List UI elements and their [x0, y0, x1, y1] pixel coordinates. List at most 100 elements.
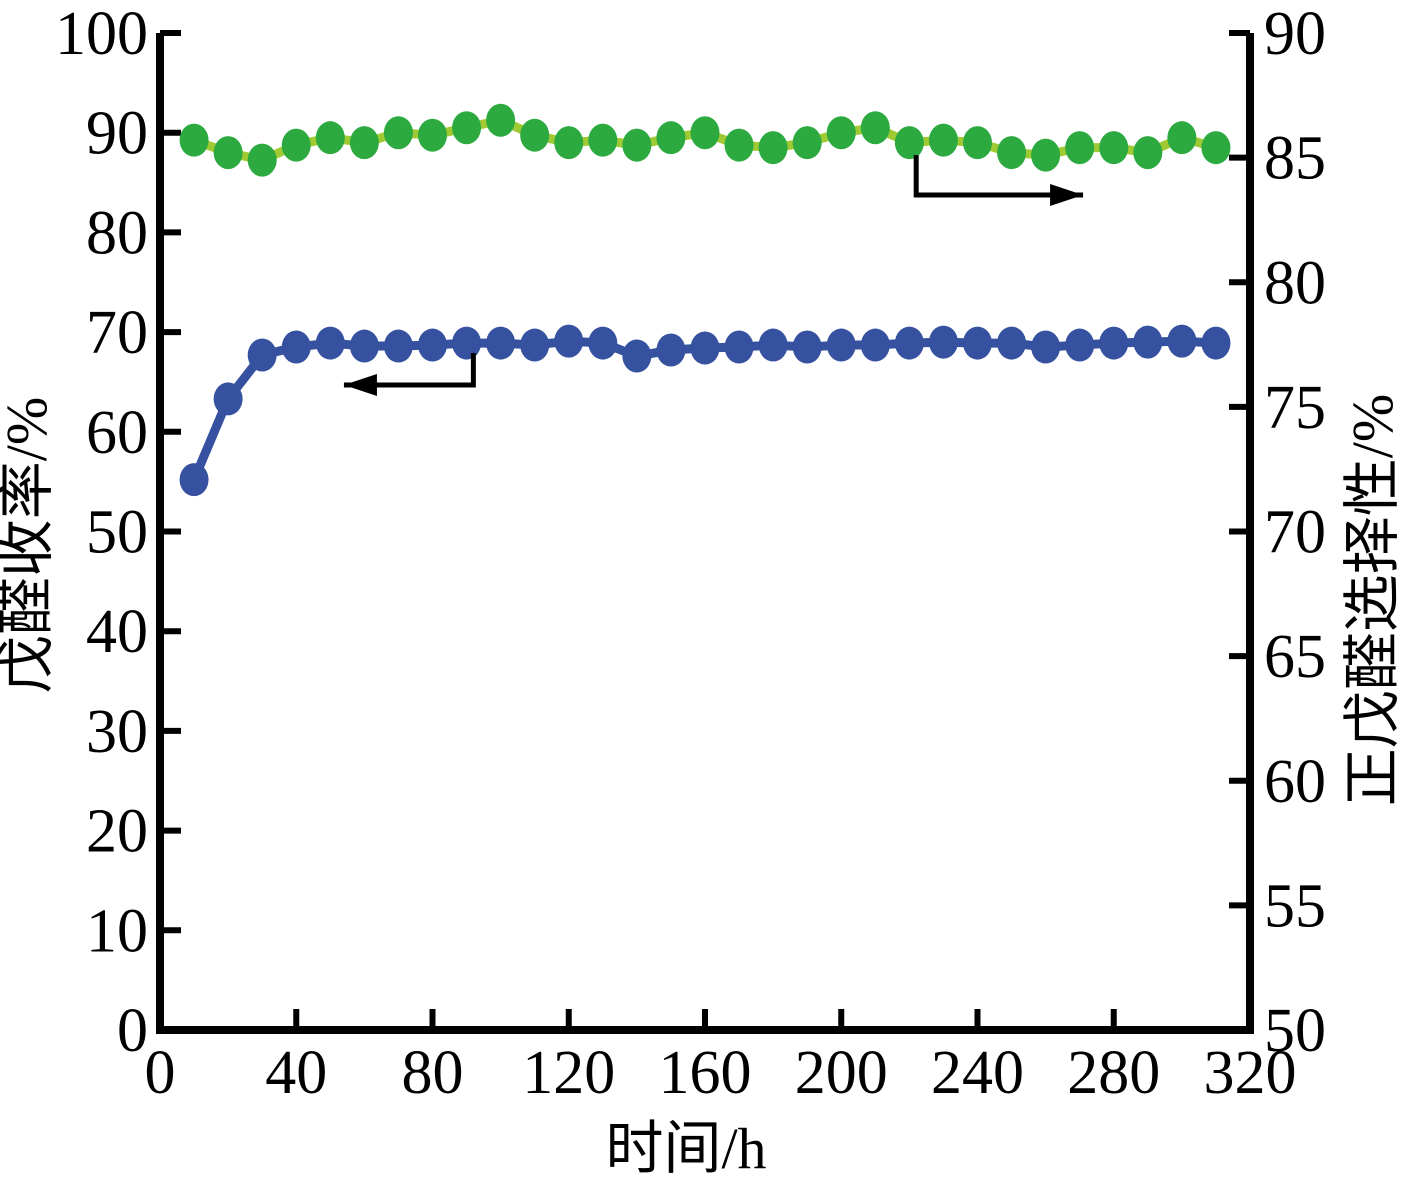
戊醛收率-data-point [1133, 325, 1163, 359]
戊醛收率-data-point [1065, 328, 1095, 362]
selectivity-right-axis-arrow-line [913, 155, 1084, 198]
正戊醛选择性-data-point [349, 126, 379, 160]
戊醛收率-data-point [724, 330, 754, 364]
axes-spines [156, 33, 1254, 1034]
戊醛收率-data-point [997, 326, 1027, 360]
x-tick-label: 240 [931, 1039, 1024, 1107]
axis-spine [156, 33, 1254, 1034]
正戊醛选择性-data-point [860, 111, 890, 145]
right-y-tick-label: 60 [1264, 748, 1326, 816]
戊醛收率-data-point [622, 339, 652, 373]
戊醛收率-data-point [452, 326, 482, 360]
正戊醛选择性-data-point [826, 116, 856, 150]
right-y-tick-label: 85 [1264, 125, 1326, 193]
正戊醛选择性-data-point [247, 143, 277, 177]
正戊醛选择性-data-point [1167, 121, 1197, 155]
戊醛收率-data-point [315, 326, 345, 360]
left-y-tick-label: 20 [86, 798, 148, 866]
left-y-tick-label: 60 [86, 399, 148, 467]
x-tick-label: 200 [795, 1039, 888, 1107]
戊醛收率-data-point [486, 326, 516, 360]
正戊醛选择性-data-point [418, 118, 447, 152]
x-tick-label: 0 [145, 1039, 176, 1107]
戊醛收率-data-point [247, 338, 277, 372]
正戊醛选择性-data-point [758, 131, 788, 165]
right-y-tick-label: 70 [1264, 499, 1326, 567]
正戊醛选择性-data-point [486, 103, 516, 137]
x-tick-label: 80 [402, 1039, 464, 1107]
right-y-tick-label: 75 [1264, 374, 1326, 442]
正戊醛选择性-data-point [452, 111, 482, 145]
left-y-tick-label: 10 [86, 897, 148, 965]
x-tick-label: 320 [1204, 1039, 1297, 1107]
戊醛收率-data-point [418, 328, 447, 362]
戊醛收率-data-point [1031, 330, 1061, 364]
正戊醛选择性-data-point [963, 126, 992, 160]
戊醛收率-data-point [383, 329, 413, 363]
正戊醛选择性-data-point [520, 118, 550, 152]
yield-left-axis-arrow-head [343, 373, 377, 396]
戊醛收率-data-point [349, 329, 379, 363]
right-y-tick-label: 80 [1264, 249, 1326, 317]
正戊醛选择性-data-point [690, 116, 720, 150]
x-tick-label: 120 [522, 1039, 615, 1107]
right-axis-title: 正戊醛选择性/% [1340, 394, 1405, 806]
right-y-tick-label: 55 [1264, 872, 1326, 940]
戊醛收率-data-point [963, 326, 992, 360]
left-axis-title: 戊醛收率/% [0, 397, 59, 693]
正戊醛选择性-data-point [656, 121, 686, 155]
正戊醛选择性-data-point [554, 126, 584, 160]
戊醛收率-data-point [588, 326, 618, 360]
x-tick-label: 160 [659, 1039, 752, 1107]
right-y-tick-label: 65 [1264, 623, 1326, 691]
戊醛收率-data-point [758, 328, 788, 362]
正戊醛选择性-data-point [928, 123, 958, 157]
正戊醛选择性-data-point [588, 123, 618, 157]
戊醛收率-data-point [1167, 324, 1197, 358]
正戊醛选择性-data-point [997, 136, 1027, 170]
戊醛收率-data-point [281, 330, 311, 364]
left-y-tick-label: 40 [86, 598, 148, 666]
left-y-tick-label: 70 [86, 299, 148, 367]
axis-ticks [157, 30, 1253, 1033]
戊醛收率-data-point [213, 382, 243, 416]
正戊醛选择性-data-point [1201, 131, 1231, 165]
正戊醛选择性-data-point [792, 126, 822, 160]
正戊醛选择性-data-point [1065, 131, 1095, 165]
戊醛收率-data-point [826, 328, 856, 362]
戊醛收率-data-point [1099, 326, 1129, 360]
戊醛收率-data-point [894, 326, 924, 360]
left-y-tick-label: 80 [86, 199, 148, 267]
戊醛收率-data-point [928, 325, 958, 359]
right-y-tick-label: 90 [1264, 0, 1326, 68]
yield-left-axis-arrow-line [343, 353, 476, 388]
正戊醛选择性-data-point [383, 116, 413, 150]
left-y-tick-label: 90 [86, 100, 148, 168]
戊醛收率-data-point [1201, 326, 1231, 360]
right-y-tick-label: 50 [1264, 997, 1326, 1065]
正戊醛选择性-data-point [622, 128, 652, 162]
正戊醛选择性-data-point [724, 128, 754, 162]
正戊醛选择性-data-point [315, 121, 345, 155]
selectivity-right-axis-arrow-head [1050, 184, 1084, 207]
正戊醛选择性-data-point [1133, 136, 1163, 170]
戊醛收率-data-point [520, 328, 550, 362]
正戊醛选择性-data-point [894, 126, 924, 160]
annotation-arrows [343, 155, 1084, 396]
x-tick-label: 280 [1067, 1039, 1160, 1107]
正戊醛选择性-data-point [179, 123, 209, 157]
left-y-tick-label: 30 [86, 698, 148, 766]
戊醛收率-data-point [656, 333, 686, 367]
正戊醛选择性-data-point [1031, 138, 1061, 172]
正戊醛选择性-data-point [213, 136, 243, 170]
戊醛收率-data-point [860, 328, 890, 362]
axis-tick-labels: 0 40 80 120 160 200 240 280 320 0 10 20 30 40 50 60 70 80… [55, 0, 1326, 1107]
戊醛收率-data-point [690, 331, 720, 365]
x-axis-title: 时间/h [605, 1116, 766, 1181]
正戊醛选择性-data-point [1099, 131, 1129, 165]
戊醛收率-data-point [179, 463, 209, 497]
戊醛收率-data-point [792, 330, 822, 364]
正戊醛选择性-data-point [281, 128, 311, 162]
